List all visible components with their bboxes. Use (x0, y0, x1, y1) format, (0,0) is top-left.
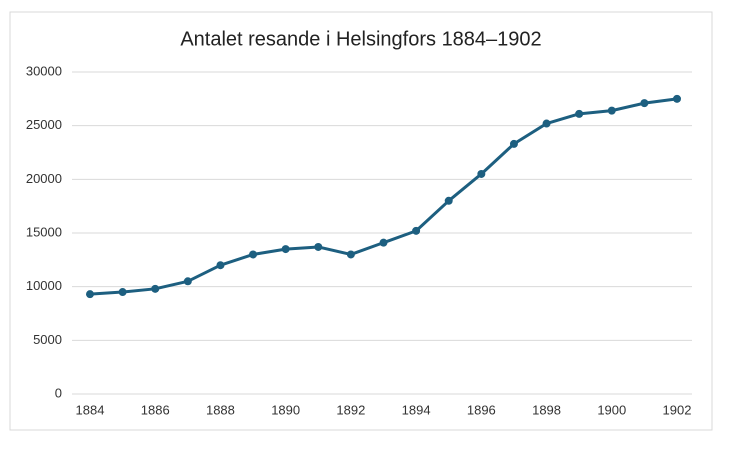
point (249, 250, 258, 259)
x-tick-label: 1886 (141, 402, 170, 417)
point (118, 288, 127, 297)
point (444, 196, 453, 205)
point (509, 139, 518, 148)
x-tick-label: 1888 (206, 402, 235, 417)
chart-frame (9, 11, 713, 431)
x-tick-label: 1900 (597, 402, 626, 417)
point (477, 169, 486, 178)
point (346, 250, 355, 259)
point (640, 99, 649, 108)
y-tick-label: 10000 (26, 278, 62, 293)
x-tick-label: 1898 (532, 402, 561, 417)
point (673, 94, 681, 103)
x-tick-label: 1884 (76, 402, 105, 417)
y-tick-label: 25000 (26, 117, 62, 132)
x-tick-label: 1890 (271, 402, 300, 417)
x-tick-label: 1892 (336, 402, 365, 417)
point (216, 261, 225, 270)
point (183, 277, 192, 286)
x-tick-label: 1896 (467, 402, 496, 417)
y-tick-label: 5000 (33, 332, 62, 347)
chart-title: Antalet resande i Helsingfors 1884–1902 (180, 28, 541, 50)
point (151, 284, 160, 293)
point (379, 238, 388, 247)
x-tick-label: 1902 (663, 402, 692, 417)
x-tick-label: 1894 (402, 402, 431, 417)
point (281, 245, 290, 254)
y-tick-label: 20000 (26, 171, 62, 186)
point (542, 119, 551, 128)
point (575, 109, 584, 118)
y-tick-label: 0 (55, 385, 62, 400)
point (314, 242, 323, 251)
y-tick-label: 30000 (26, 63, 62, 78)
point (607, 106, 616, 115)
point (86, 290, 94, 299)
y-tick-label: 15000 (26, 224, 62, 239)
point (412, 226, 421, 235)
